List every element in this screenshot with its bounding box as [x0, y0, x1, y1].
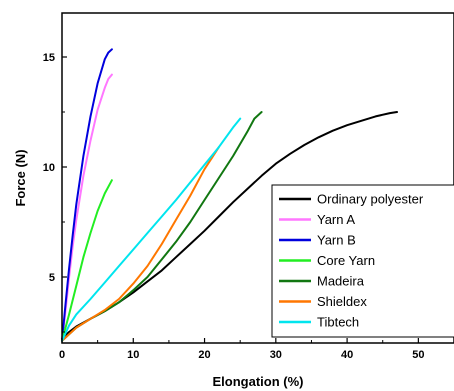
plot-frame [61, 12, 454, 344]
x-tick-label: 30 [270, 349, 282, 361]
x-axis-label: Elongation (%) [213, 374, 304, 389]
x-tick-label: 20 [198, 349, 210, 361]
legend: Ordinary polyester Yarn A Yarn B Core Yarn M… [271, 184, 454, 338]
series-line-6 [61, 117, 242, 342]
legend-label-5: Shieldex [317, 294, 367, 309]
series-line-3 [61, 179, 113, 342]
x-tick-label: 50 [412, 349, 424, 361]
y-tick-label: 10 [43, 162, 55, 174]
x-tick-label: 0 [59, 349, 65, 361]
legend-label-1: Yarn A [317, 212, 355, 227]
legend-label-6: Tibtech [317, 315, 359, 330]
y-axis-ticks: 5 10 15 [43, 52, 67, 333]
legend-label-3: Core Yarn [317, 253, 375, 268]
x-tick-label: 40 [341, 349, 353, 361]
y-axis-label: Force (N) [13, 149, 28, 206]
x-axis-ticks: 0 10 20 30 40 50 [59, 338, 424, 361]
y-tick-label: 5 [49, 272, 55, 284]
plot-lines [61, 48, 398, 342]
legend-label-4: Madeira [317, 274, 365, 289]
series-line-1 [61, 73, 113, 342]
legend-label-0: Ordinary polyester [317, 192, 424, 207]
legend-label-2: Yarn B [317, 233, 356, 248]
y-tick-label: 15 [43, 52, 55, 64]
series-line-2 [61, 48, 113, 342]
series-line-5 [61, 146, 220, 342]
x-tick-label: 10 [127, 349, 139, 361]
